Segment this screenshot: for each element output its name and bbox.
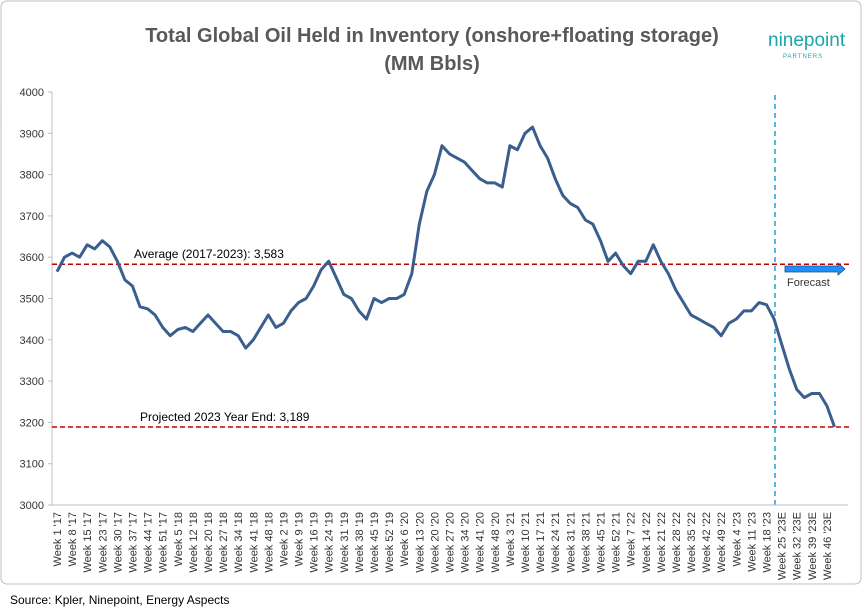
x-tick-label: Week 23 '17 bbox=[97, 512, 109, 573]
y-tick-label: 3900 bbox=[20, 128, 44, 140]
x-tick-label: Week 2 '19 bbox=[278, 512, 290, 566]
forecast-arrow bbox=[784, 262, 846, 276]
x-tick-label: Week 45 '21 bbox=[595, 512, 607, 573]
x-tick-label: Week 32 '23E bbox=[792, 512, 804, 580]
x-tick-label: Week 38 '19 bbox=[354, 512, 366, 573]
chart-title: Total Global Oil Held in Inventory (onsh… bbox=[145, 25, 719, 47]
x-tick-label: Week 44 '17 bbox=[143, 512, 155, 573]
x-tick-label: Week 25 '23E bbox=[777, 512, 789, 580]
x-tick-label: Week 20 '20 bbox=[429, 512, 441, 573]
x-tick-label: Week 27 '20 bbox=[445, 512, 457, 573]
reference-label: Projected 2023 Year End: 3,189 bbox=[140, 410, 310, 424]
x-tick-label: Week 39 '23E bbox=[807, 512, 819, 580]
x-tick-label: Week 15 '17 bbox=[82, 512, 94, 573]
y-tick-label: 3800 bbox=[20, 170, 44, 182]
logo-tagline: PARTNERS bbox=[783, 54, 823, 60]
logo: ninepoint PARTNERS bbox=[768, 30, 846, 60]
x-tick-label: Week 49 '22 bbox=[716, 512, 728, 573]
x-tick-label: Week 9 '19 bbox=[294, 512, 306, 566]
x-tick-label: Week 27 '18 bbox=[218, 512, 230, 573]
x-tick-label: Week 11 '23 bbox=[746, 512, 758, 572]
x-tick-label: Week 28 '22 bbox=[671, 512, 683, 573]
x-tick-label: Week 35 '22 bbox=[686, 512, 698, 573]
reference-label: Average (2017-2023): 3,583 bbox=[134, 247, 284, 261]
x-tick-label: Week 12 '18 bbox=[188, 512, 200, 573]
x-tick-label: Week 4 '23 bbox=[731, 512, 743, 566]
x-tick-label: Week 31 '19 bbox=[339, 512, 351, 573]
y-tick-label: 3200 bbox=[20, 417, 44, 429]
x-tick-label: Week 20 '18 bbox=[203, 512, 215, 573]
x-tick-label: Week 46 '23E bbox=[822, 512, 834, 580]
chart-subtitle: (MM Bbls) bbox=[384, 53, 480, 75]
source: Source: Kpler, Ninepoint, Energy Aspects bbox=[10, 593, 229, 607]
x-tick-label: Week 45 '19 bbox=[369, 512, 381, 573]
y-tick-label: 3300 bbox=[20, 376, 44, 388]
forecast-label: Forecast bbox=[787, 277, 830, 289]
chart-border bbox=[0, 0, 862, 585]
y-tick-label: 3700 bbox=[20, 211, 44, 223]
x-tick-label: Week 10 '21 bbox=[520, 512, 532, 573]
x-tick-label: Week 8 '17 bbox=[67, 512, 79, 566]
x-tick-label: Week 34 '18 bbox=[233, 512, 245, 573]
logo-name: ninepoint bbox=[768, 30, 846, 51]
y-tick-label: 3400 bbox=[20, 335, 44, 347]
x-tick-label: Week 6 '20 bbox=[399, 512, 411, 566]
x-tick-label: Week 42 '22 bbox=[701, 512, 713, 573]
x-tick-label: Week 17 '21 bbox=[535, 512, 547, 573]
x-tick-label: Week 3 '21 bbox=[505, 512, 517, 566]
x-tick-label: Week 13 '20 bbox=[414, 512, 426, 573]
x-tick-label: Week 41 '20 bbox=[475, 512, 487, 573]
x-tick-label: Week 37 '17 bbox=[127, 512, 139, 573]
y-tick-label: 3500 bbox=[20, 294, 44, 306]
y-tick-label: 3000 bbox=[20, 500, 44, 512]
x-tick-label: Week 7 '22 bbox=[626, 512, 638, 566]
x-tick-label: Week 21 '22 bbox=[656, 512, 668, 573]
x-tick-label: Week 48 '18 bbox=[263, 512, 275, 573]
x-tick-label: Week 16 '19 bbox=[309, 512, 321, 573]
x-tick-label: Week 24 '21 bbox=[550, 512, 562, 573]
x-tick-label: Week 1 '17 bbox=[52, 512, 64, 566]
x-tick-label: Week 5 '18 bbox=[173, 512, 185, 566]
x-tick-label: Week 24 '19 bbox=[324, 512, 336, 573]
series-line bbox=[55, 125, 836, 428]
x-tick-label: Week 18 '23 bbox=[762, 512, 774, 573]
x-tick-label: Week 34 '20 bbox=[460, 512, 472, 573]
y-tick-label: 3100 bbox=[20, 459, 44, 471]
x-tick-label: Week 14 '22 bbox=[641, 512, 653, 573]
x-tick-label: Week 31 '21 bbox=[565, 512, 577, 573]
x-tick-label: Week 30 '17 bbox=[112, 512, 124, 573]
x-tick-label: Week 51 '17 bbox=[158, 512, 170, 573]
x-tick-label: Week 38 '21 bbox=[580, 512, 592, 573]
x-tick-label: Week 52 '19 bbox=[384, 512, 396, 573]
x-tick-label: Week 52 '21 bbox=[611, 512, 623, 573]
x-tick-label: Week 41 '18 bbox=[248, 512, 260, 573]
y-tick-label: 4000 bbox=[20, 87, 44, 99]
x-tick-label: Week 48 '20 bbox=[490, 512, 502, 573]
y-tick-label: 3600 bbox=[20, 252, 44, 264]
